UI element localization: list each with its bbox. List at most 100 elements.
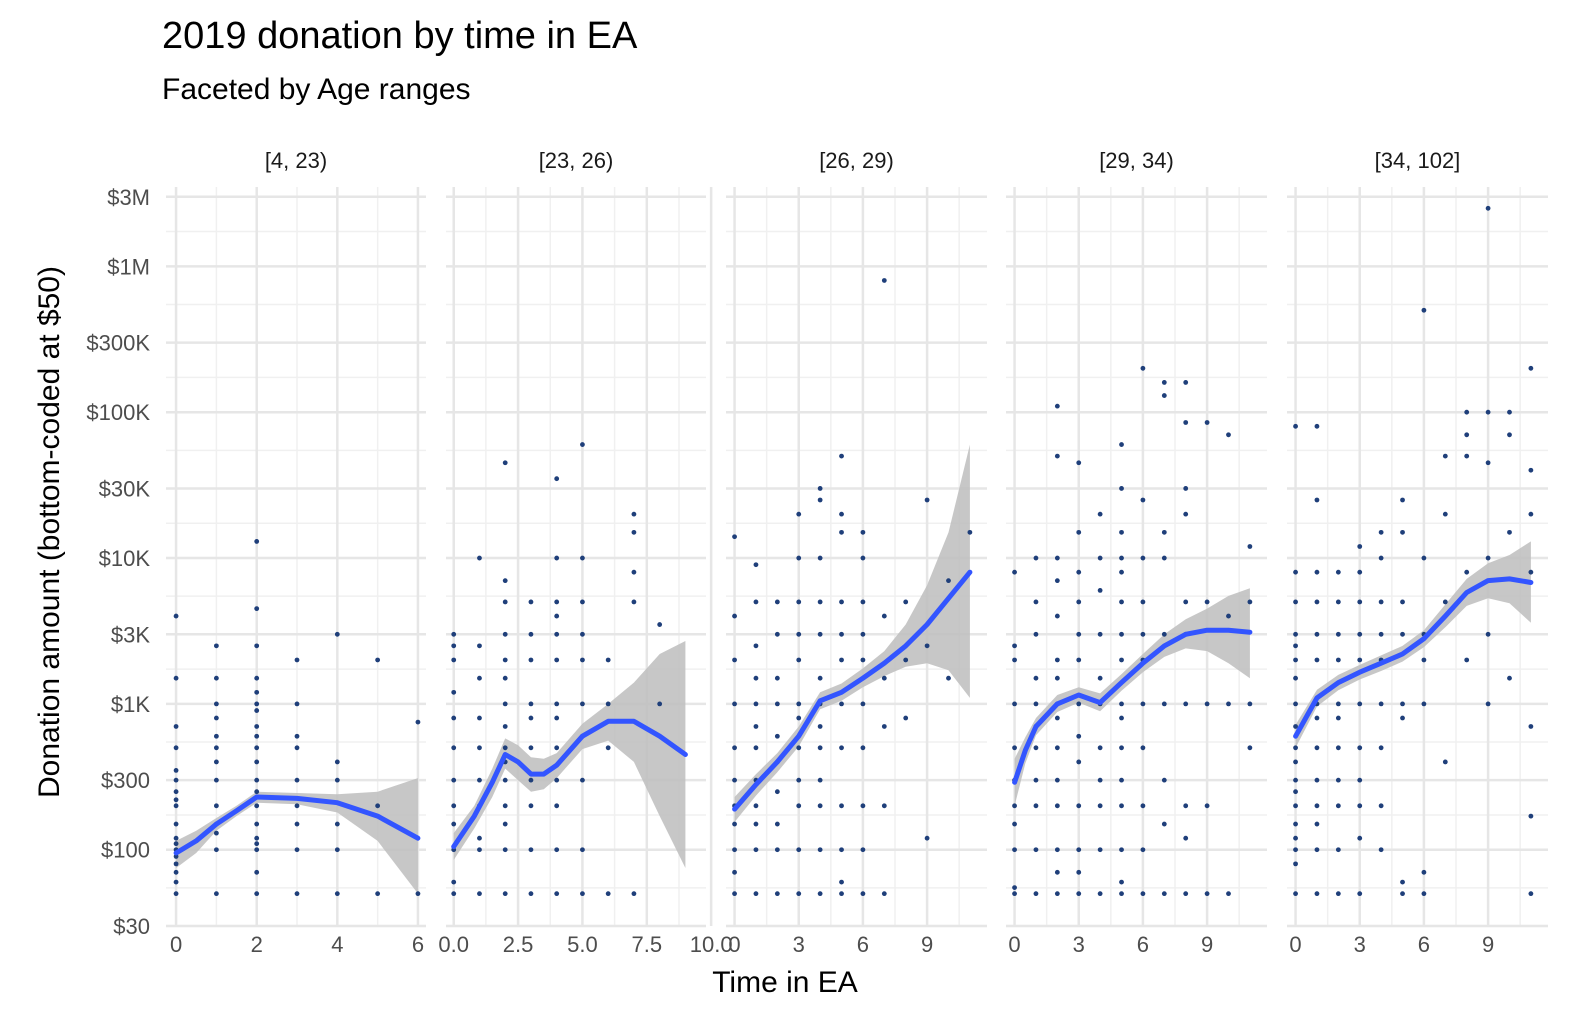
y-tick-label: $1K: [111, 692, 150, 717]
data-point: [860, 891, 866, 897]
data-point: [502, 631, 508, 637]
data-point: [1464, 432, 1470, 438]
data-point: [967, 529, 973, 535]
data-point: [254, 777, 260, 783]
x-tick-label: 0: [170, 932, 182, 957]
data-point: [1507, 675, 1512, 681]
data-point: [254, 745, 260, 751]
data-point: [753, 562, 759, 568]
data-point: [1442, 759, 1448, 765]
data-point: [1140, 599, 1146, 605]
data-point: [502, 847, 508, 853]
data-point: [753, 803, 759, 809]
data-point: [1400, 879, 1405, 885]
data-point: [451, 631, 457, 637]
data-point: [1033, 555, 1039, 561]
data-point: [1161, 631, 1167, 637]
data-point: [1183, 803, 1189, 809]
data-point: [881, 724, 887, 729]
data-point: [1140, 891, 1146, 897]
data-point: [817, 847, 823, 853]
data-point: [1314, 715, 1320, 721]
data-point: [477, 643, 482, 649]
y-tick-label: $3M: [107, 185, 150, 210]
data-point: [1183, 420, 1189, 425]
data-point: [528, 847, 534, 853]
data-point: [605, 891, 611, 897]
data-point: [631, 599, 637, 605]
data-point: [1054, 715, 1060, 721]
data-point: [881, 613, 887, 619]
data-point: [1528, 569, 1534, 575]
data-point: [1076, 631, 1082, 637]
data-point: [173, 803, 179, 809]
data-point: [1357, 631, 1363, 637]
data-point: [1097, 745, 1103, 751]
chart-title: 2019 donation by time in EA: [162, 15, 638, 57]
data-point: [173, 821, 179, 827]
data-point: [334, 821, 340, 827]
data-point: [1033, 891, 1039, 897]
data-point: [817, 891, 823, 897]
facet-strip-label: [23, 26): [539, 148, 614, 173]
data-point: [254, 708, 260, 713]
data-point: [528, 891, 534, 897]
data-point: [1054, 675, 1060, 681]
data-point: [528, 745, 534, 751]
data-point: [1204, 803, 1210, 809]
data-point: [213, 777, 219, 783]
data-point: [1097, 891, 1103, 897]
data-point: [1357, 777, 1363, 783]
data-point: [774, 891, 780, 897]
data-point: [774, 733, 780, 739]
data-point: [580, 442, 585, 447]
data-point: [213, 759, 219, 765]
data-point: [502, 821, 508, 827]
data-point: [946, 675, 951, 681]
data-point: [796, 777, 802, 783]
data-point: [1119, 745, 1124, 751]
data-point: [796, 715, 802, 721]
data-point: [1226, 891, 1231, 897]
y-tick-label: $3K: [111, 622, 150, 647]
data-point: [213, 891, 219, 897]
data-point: [1293, 657, 1298, 663]
data-point: [796, 657, 802, 663]
data-point: [554, 701, 560, 707]
data-point: [796, 891, 802, 897]
data-point: [753, 847, 759, 853]
data-point: [213, 701, 219, 707]
data-point: [294, 821, 300, 827]
data-point: [1012, 885, 1017, 891]
data-point: [254, 847, 260, 853]
data-point: [1293, 701, 1298, 707]
data-point: [451, 689, 457, 695]
data-point: [1012, 643, 1017, 649]
data-point: [1076, 759, 1082, 765]
data-point: [1012, 803, 1017, 809]
data-point: [1357, 544, 1363, 549]
data-point: [580, 777, 585, 783]
data-point: [580, 891, 585, 897]
data-point: [1140, 745, 1146, 751]
data-point: [254, 606, 260, 612]
data-point: [254, 643, 260, 649]
data-point: [1054, 847, 1060, 853]
data-point: [1161, 555, 1167, 561]
data-point: [1119, 891, 1124, 897]
data-point: [839, 803, 844, 809]
data-point: [1097, 511, 1103, 517]
data-point: [1357, 803, 1363, 809]
data-point: [817, 675, 823, 681]
data-point: [334, 847, 340, 853]
data-point: [528, 701, 534, 707]
data-point: [1097, 675, 1103, 681]
data-point: [753, 745, 759, 751]
y-tick-label: $30K: [99, 476, 151, 501]
y-tick-label: $300K: [86, 331, 150, 356]
data-point: [1226, 701, 1231, 707]
x-tick-label: 4: [331, 932, 343, 957]
data-point: [451, 891, 457, 897]
data-point: [502, 803, 508, 809]
data-point: [774, 789, 780, 795]
